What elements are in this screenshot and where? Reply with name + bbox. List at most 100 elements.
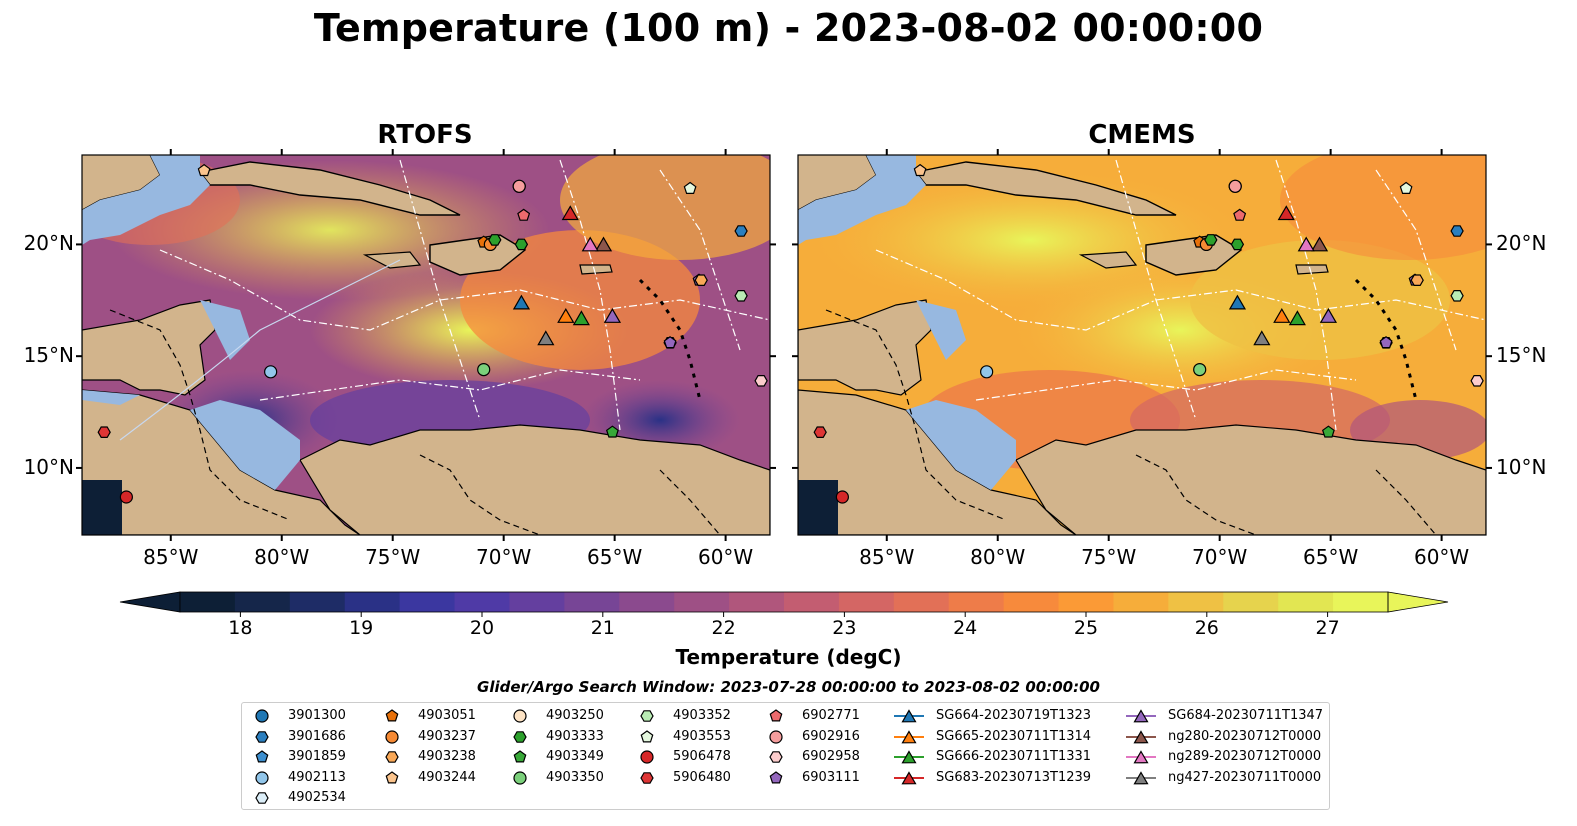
legend-marker (640, 750, 654, 764)
legend-marker-icon (640, 710, 654, 722)
legend-marker (640, 710, 654, 722)
legend-item: 4903553 (637, 727, 737, 747)
colorbar-tick-label: 23 (832, 617, 857, 639)
colorbar-segment (234, 592, 291, 612)
argo-float-marker (663, 336, 677, 349)
legend-item-label: 4903333 (546, 728, 604, 744)
legend-marker-icon (385, 709, 399, 722)
colorbar-segment (509, 592, 565, 612)
lon-tick-label: 65°W (1303, 545, 1359, 569)
argo-float-marker (1233, 208, 1247, 221)
legend-marker (901, 750, 917, 764)
legend-item-label: 6902958 (802, 749, 860, 764)
lon-tick-label: 60°W (697, 545, 754, 569)
legend-marker (255, 709, 269, 723)
colorbar-segment (948, 592, 1005, 612)
legend-marker (640, 729, 654, 742)
legend: 3901300 3901686 3901859 4902113 4902534 49030… (241, 702, 1330, 810)
legend-item-label: 4903237 (418, 728, 476, 744)
legend-item: SG683-20230713T1239 (892, 768, 1107, 788)
glider-marker (537, 330, 555, 346)
legend-marker (513, 750, 527, 763)
lat-tick-label: 20°N (1496, 231, 1547, 256)
colorbar-segment (1003, 592, 1060, 612)
legend-item: 4903333 (510, 727, 610, 747)
legend-item-label: 4903350 (546, 769, 604, 785)
legend-item-label: 4902534 (288, 790, 346, 805)
lat-tick-label: 10°N (1496, 454, 1547, 479)
legend-item: 3901686 (252, 727, 352, 747)
legend-item: SG666-20230711T1331 (892, 747, 1107, 767)
legend-item: 4903349 (510, 747, 610, 767)
legend-item-label: 5906480 (673, 769, 731, 785)
legend-marker (640, 771, 654, 784)
lon-tick-label: 85°W (143, 545, 199, 569)
lat-tick-label: 10°N (23, 454, 74, 479)
legend-item-label: 6903111 (802, 769, 860, 785)
lon-tick-label: 85°W (859, 545, 915, 569)
legend-marker (901, 729, 917, 743)
legend-marker-icon (513, 709, 527, 723)
colorbar-segment (289, 592, 346, 612)
argo-float-marker (1450, 290, 1464, 302)
argo-float-marker (734, 290, 748, 302)
colorbar-tick-label: 20 (469, 617, 495, 639)
glider-marker (1288, 310, 1306, 326)
legend-marker (769, 729, 783, 744)
glider-marker (1310, 236, 1329, 252)
legend-marker (1133, 750, 1149, 764)
legend-marker-icon (894, 750, 924, 764)
legend-item: 4903350 (510, 768, 610, 788)
colorbar-segment (564, 592, 620, 612)
argo-float-marker (1470, 375, 1484, 387)
data-markers (97, 163, 1484, 504)
panel-title-rtofs: RTOFS (377, 120, 473, 150)
legend-item-label: ng280-20230712T0000 (1168, 728, 1322, 744)
legend-marker-icon (513, 770, 527, 785)
legend-marker-icon (894, 709, 924, 723)
figure-title: Temperature (100 m) - 2023-08-02 00:00:0… (313, 6, 1264, 50)
legend-marker-icon (1126, 750, 1156, 764)
legend-marker-icon (1126, 729, 1156, 743)
argo-float-marker (683, 181, 697, 194)
colorbar-extend-high (1387, 591, 1449, 613)
legend-item: 4903238 (382, 747, 482, 767)
legend-marker-icon (255, 770, 269, 785)
lon-tick-label: 60°W (1413, 545, 1470, 569)
legend-item: 6902958 (766, 747, 866, 767)
legend-item-label: 3901686 (288, 728, 346, 744)
argo-float-marker (1399, 181, 1413, 194)
legend-item-label: SG666-20230711T1331 (936, 749, 1092, 764)
argo-float-marker (512, 179, 526, 193)
legend-item-label: 4903051 (418, 708, 476, 723)
legend-item: 4902113 (252, 768, 352, 788)
legend-item: 5906478 (637, 747, 737, 767)
colorbar-tick-label: 19 (349, 617, 374, 639)
legend-item: 4903244 (382, 768, 482, 788)
legend-item: 6903111 (766, 768, 866, 788)
glider-marker (1277, 205, 1295, 221)
legend-marker-icon (385, 751, 399, 763)
legend-item-label: 4903244 (418, 769, 476, 785)
legend-marker (901, 709, 917, 723)
lat-tick-label: 15°N (23, 343, 74, 368)
legend-marker (1133, 770, 1149, 784)
legend-title: Glider/Argo Search Window: 2023-07-28 00… (477, 678, 1100, 696)
colorbar-segment (454, 592, 510, 612)
map-panel-cmems (798, 155, 1486, 535)
legend-marker (385, 751, 399, 763)
colorbar-segment (674, 592, 730, 612)
colorbar (119, 591, 1449, 617)
legend-item-label: 4903352 (673, 708, 731, 723)
glider-marker (1228, 294, 1247, 310)
legend-item: 6902771 (766, 706, 866, 726)
legend-marker-icon (513, 730, 527, 743)
legend-item: 4903051 (382, 706, 482, 726)
legend-item-label: 5906478 (673, 749, 731, 764)
lon-tick-label: 70°W (1192, 545, 1248, 569)
legend-marker (513, 709, 527, 723)
legend-item: SG665-20230711T1314 (892, 727, 1107, 747)
legend-item-label: ng427-20230711T0000 (1168, 769, 1322, 785)
argo-float-marker (734, 225, 748, 237)
